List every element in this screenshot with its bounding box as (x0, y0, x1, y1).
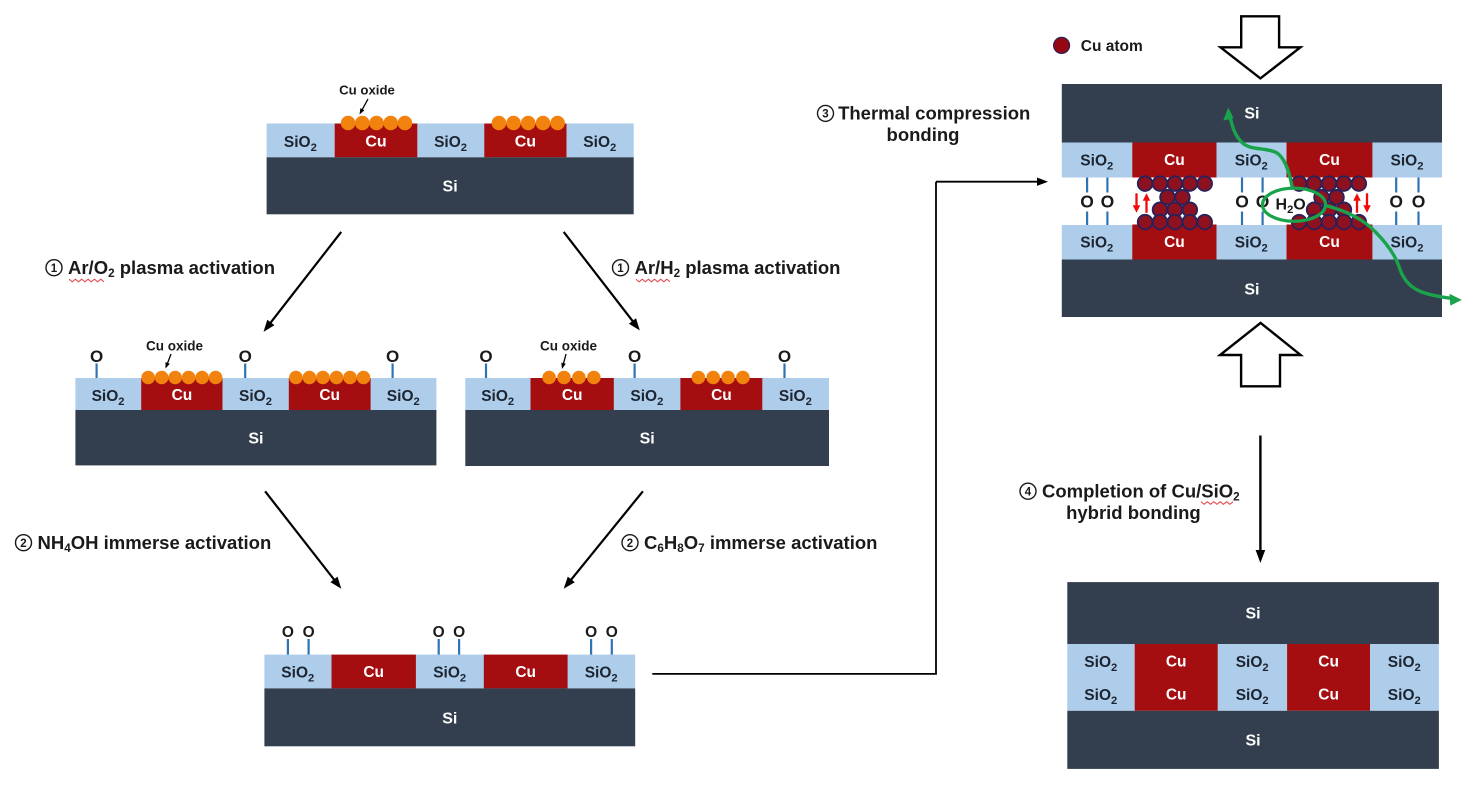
svg-text:2: 2 (20, 538, 26, 550)
svg-text:SiO2: SiO2 (1080, 153, 1113, 173)
svg-text:O: O (778, 347, 791, 366)
svg-text:SiO2: SiO2 (1084, 687, 1117, 707)
svg-text:Cu: Cu (1164, 234, 1185, 251)
svg-text:SiO2: SiO2 (1391, 153, 1424, 173)
svg-text:Si: Si (248, 431, 263, 448)
svg-text:O: O (1389, 192, 1403, 212)
svg-text:O: O (1080, 192, 1094, 212)
svg-text:Cu: Cu (562, 387, 583, 404)
svg-text:SiO2: SiO2 (284, 134, 317, 154)
svg-text:Ar/H2 plasma activation: Ar/H2 plasma activation (635, 257, 841, 280)
svg-text:H2O: H2O (1276, 197, 1306, 217)
svg-text:Cu oxide: Cu oxide (339, 83, 395, 98)
svg-text:O: O (239, 347, 252, 366)
svg-text:NH4OH immerse activation: NH4OH immerse activation (38, 532, 272, 555)
svg-text:SiO2: SiO2 (630, 388, 663, 408)
svg-text:C6H8O7 immerse activation: C6H8O7 immerse activation (644, 532, 877, 555)
svg-text:Si: Si (1244, 282, 1259, 299)
svg-text:Si: Si (442, 711, 457, 728)
svg-text:O: O (433, 624, 445, 641)
svg-text:Cu: Cu (1164, 152, 1185, 169)
svg-text:SiO2: SiO2 (779, 388, 812, 408)
svg-text:O: O (1412, 192, 1426, 212)
svg-text:SiO2: SiO2 (281, 665, 314, 685)
svg-text:SiO2: SiO2 (1388, 687, 1421, 707)
svg-text:O: O (1101, 192, 1115, 212)
svg-text:SiO2: SiO2 (92, 388, 125, 408)
svg-text:bonding: bonding (887, 124, 960, 145)
svg-text:O: O (606, 624, 618, 641)
svg-text:O: O (90, 347, 103, 366)
svg-text:O: O (453, 624, 465, 641)
svg-text:1: 1 (617, 263, 624, 275)
svg-text:Si: Si (1245, 606, 1260, 623)
svg-text:hybrid bonding: hybrid bonding (1066, 502, 1201, 523)
svg-text:Completion of Cu/SiO2: Completion of Cu/SiO2 (1042, 480, 1240, 503)
svg-text:Si: Si (1245, 733, 1260, 750)
svg-text:Cu: Cu (1318, 654, 1339, 671)
svg-text:SiO2: SiO2 (1080, 235, 1113, 255)
svg-text:Ar/O2 plasma activation: Ar/O2 plasma activation (68, 257, 275, 280)
svg-text:Cu: Cu (172, 387, 193, 404)
svg-text:O: O (628, 347, 641, 366)
svg-text:Cu: Cu (1166, 654, 1187, 671)
svg-text:O: O (282, 624, 294, 641)
svg-text:O: O (1235, 192, 1249, 212)
svg-text:SiO2: SiO2 (1236, 687, 1269, 707)
svg-text:SiO2: SiO2 (1388, 654, 1421, 674)
svg-text:SiO2: SiO2 (387, 388, 420, 408)
svg-text:Cu: Cu (365, 134, 386, 151)
svg-text:SiO2: SiO2 (1235, 153, 1268, 173)
svg-text:Cu oxide: Cu oxide (540, 339, 597, 354)
svg-text:1: 1 (51, 263, 58, 275)
svg-text:Cu: Cu (319, 387, 340, 404)
svg-text:SiO2: SiO2 (585, 665, 618, 685)
svg-text:SiO2: SiO2 (239, 388, 272, 408)
svg-text:SiO2: SiO2 (434, 134, 467, 154)
svg-text:4: 4 (1025, 486, 1032, 498)
svg-text:SiO2: SiO2 (1236, 654, 1269, 674)
svg-text:O: O (479, 347, 492, 366)
svg-text:SiO2: SiO2 (1391, 235, 1424, 255)
svg-text:Si: Si (443, 179, 458, 196)
svg-text:Cu: Cu (1319, 234, 1340, 251)
svg-text:O: O (386, 347, 399, 366)
svg-text:Cu: Cu (515, 134, 536, 151)
svg-text:Cu: Cu (1319, 152, 1340, 169)
svg-text:Cu: Cu (515, 664, 536, 681)
svg-text:Cu: Cu (1166, 687, 1187, 704)
svg-text:SiO2: SiO2 (1235, 235, 1268, 255)
svg-text:Thermal compression: Thermal compression (838, 103, 1030, 124)
svg-text:Cu atom: Cu atom (1081, 38, 1143, 55)
svg-text:Si: Si (640, 431, 655, 448)
svg-text:3: 3 (822, 109, 828, 121)
svg-text:Cu: Cu (363, 664, 384, 681)
svg-text:O: O (585, 624, 597, 641)
svg-text:SiO2: SiO2 (481, 388, 514, 408)
svg-text:Cu: Cu (711, 387, 732, 404)
svg-text:Si: Si (1244, 106, 1259, 123)
svg-text:2: 2 (627, 538, 633, 550)
svg-text:SiO2: SiO2 (1084, 654, 1117, 674)
svg-text:SiO2: SiO2 (433, 665, 466, 685)
svg-text:Cu: Cu (1318, 687, 1339, 704)
svg-text:O: O (303, 624, 315, 641)
svg-text:SiO2: SiO2 (583, 134, 616, 154)
svg-text:Cu oxide: Cu oxide (146, 339, 203, 354)
